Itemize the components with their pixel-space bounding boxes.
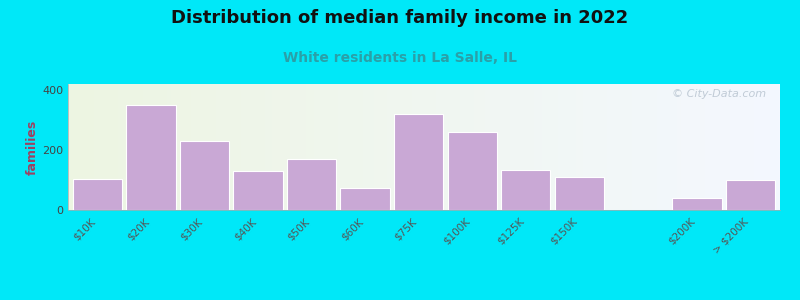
Bar xyxy=(501,169,550,210)
Bar xyxy=(180,141,229,210)
Bar xyxy=(73,178,122,210)
Y-axis label: families: families xyxy=(26,119,39,175)
Bar xyxy=(234,171,282,210)
Bar xyxy=(554,177,604,210)
Bar xyxy=(287,159,336,210)
Bar xyxy=(726,180,775,210)
Bar xyxy=(394,114,443,210)
Bar xyxy=(126,105,176,210)
Bar xyxy=(447,132,497,210)
Bar xyxy=(672,198,722,210)
Bar xyxy=(341,188,390,210)
Text: © City-Data.com: © City-Data.com xyxy=(672,89,766,99)
Text: Distribution of median family income in 2022: Distribution of median family income in … xyxy=(171,9,629,27)
Text: White residents in La Salle, IL: White residents in La Salle, IL xyxy=(283,51,517,65)
